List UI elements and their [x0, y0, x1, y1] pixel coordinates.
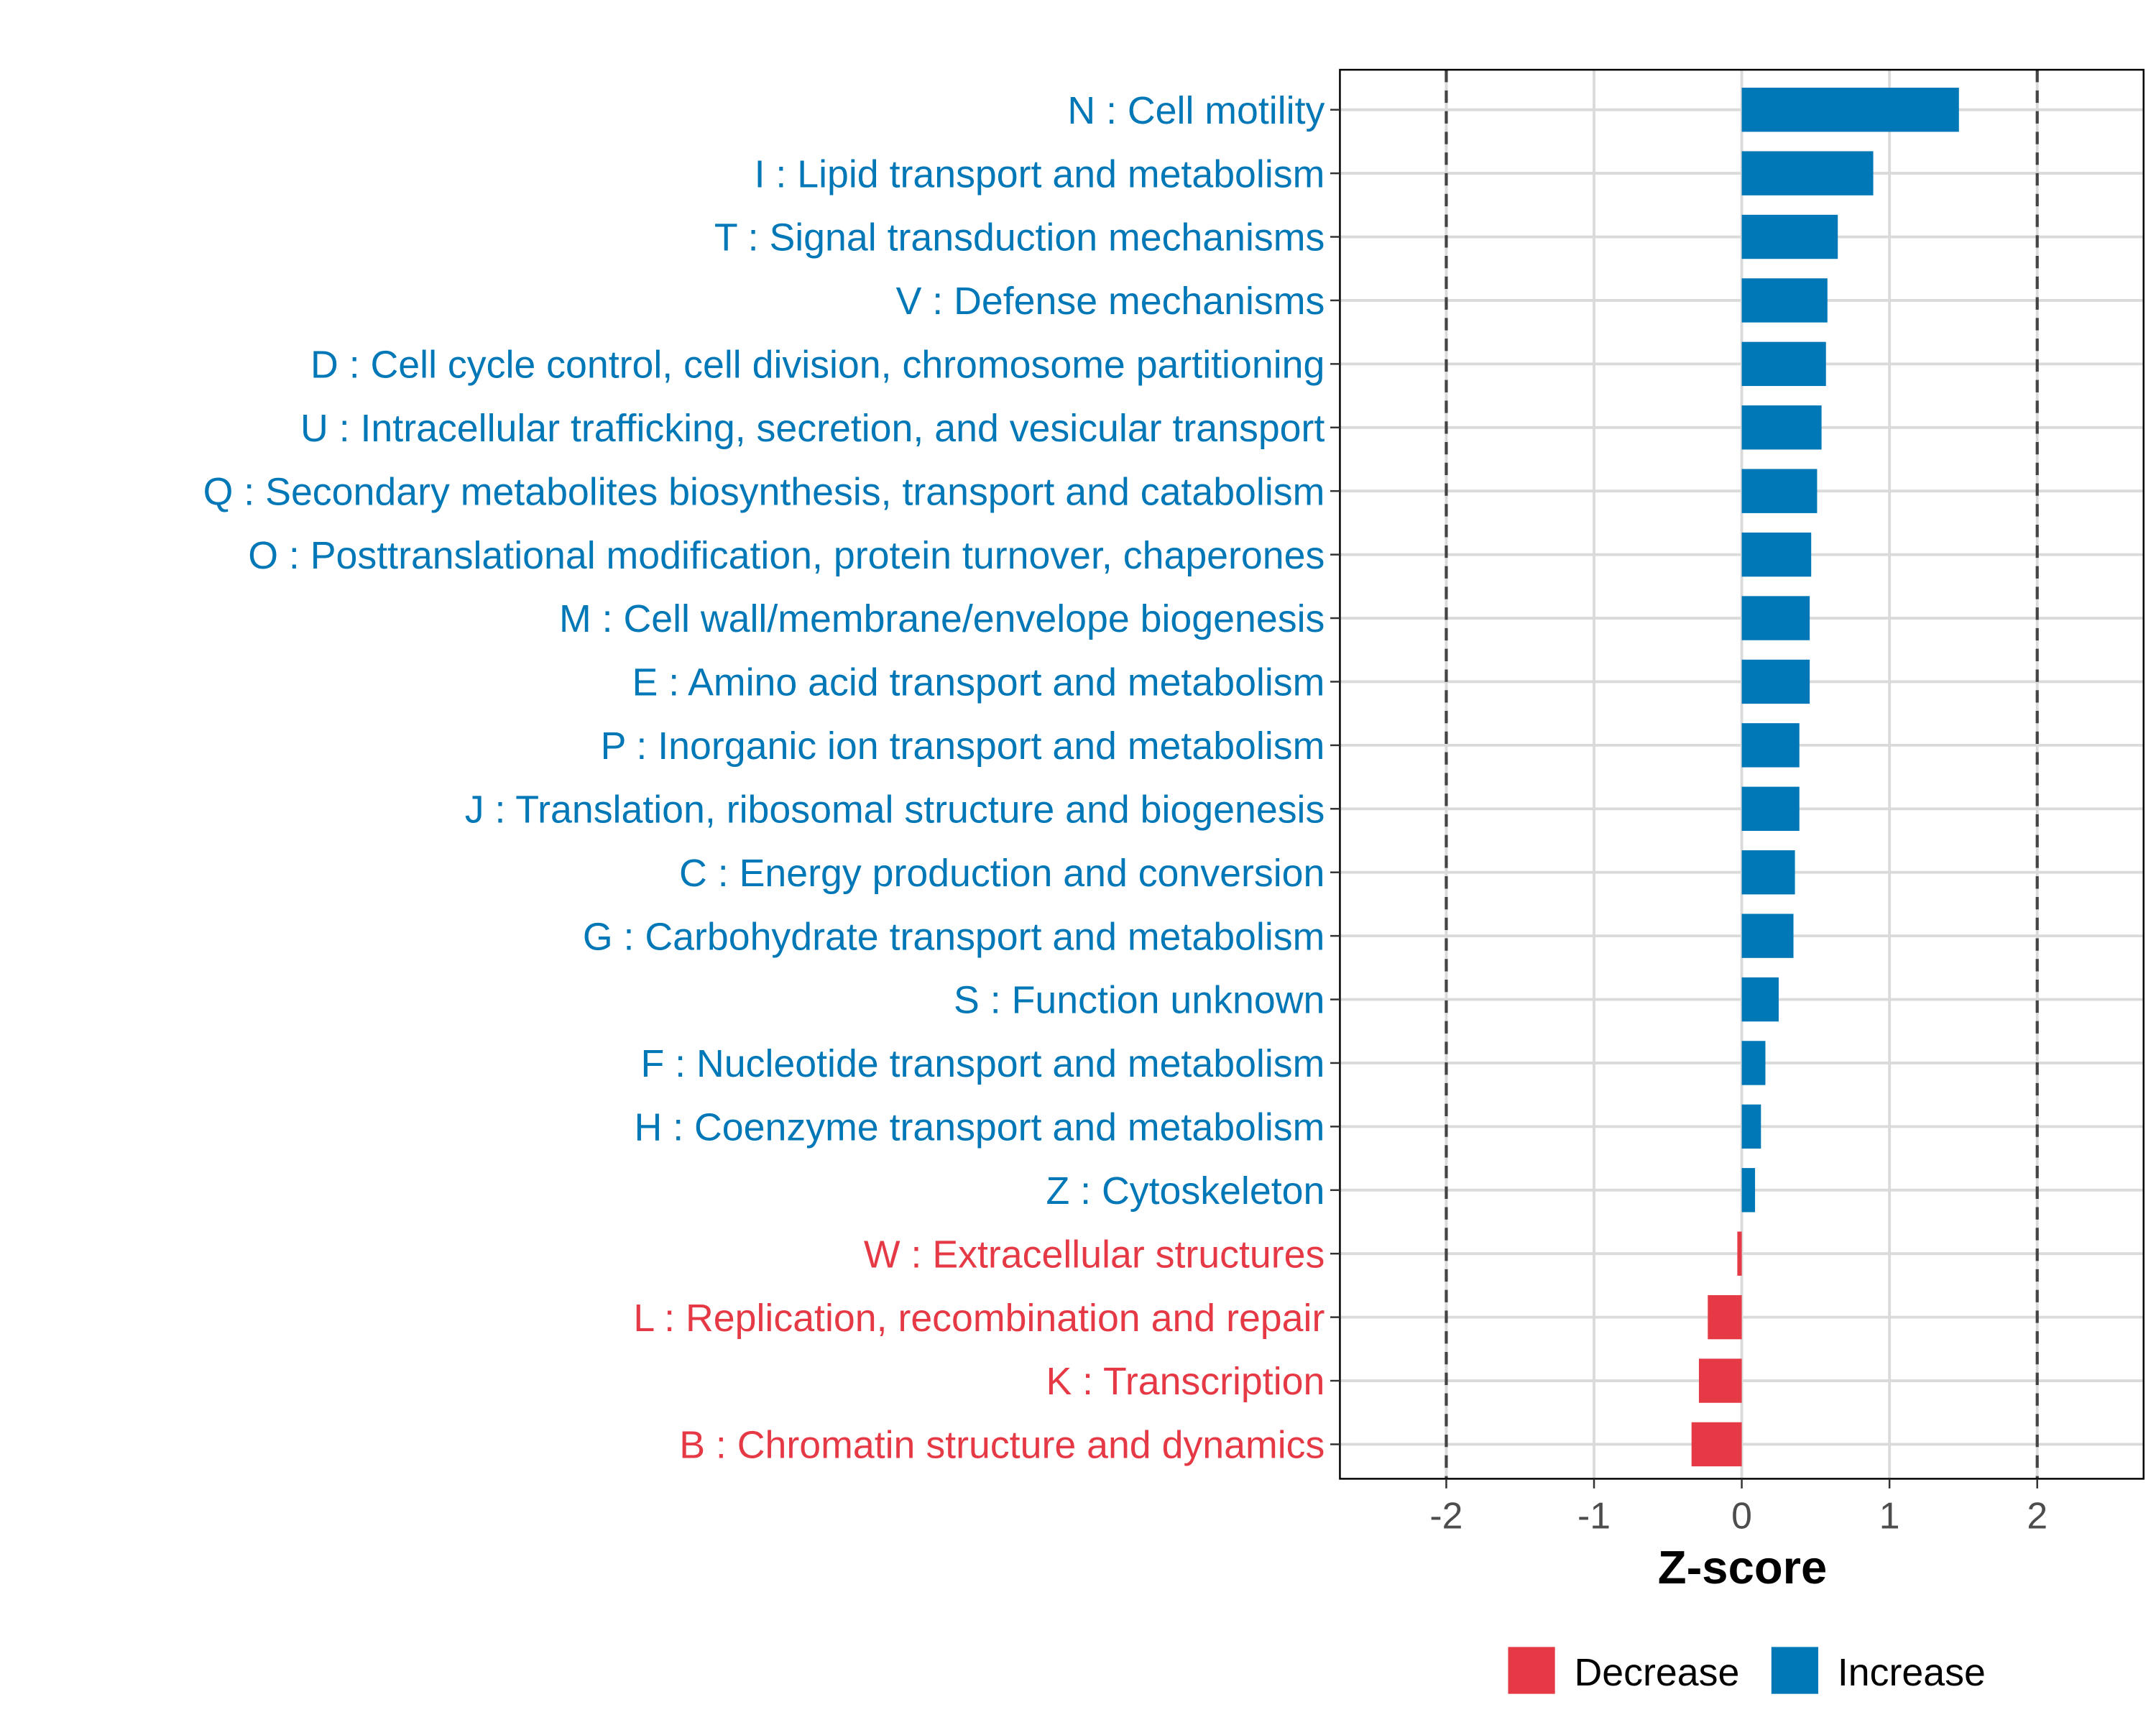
- y-tick-label: L : Replication, recombination and repai…: [633, 1297, 1325, 1340]
- legend-label-decrease: Decrease: [1575, 1651, 1740, 1694]
- bar: [1741, 1168, 1756, 1213]
- y-tick-label: D : Cell cycle control, cell division, c…: [310, 344, 1325, 387]
- y-tick-label: Q : Secondary metabolites biosynthesis, …: [203, 470, 1325, 513]
- y-tick-label: Z : Cytoskeleton: [1046, 1169, 1325, 1213]
- x-ticks: -2 -1 0 1 2: [1429, 1478, 2047, 1536]
- bar: [1741, 914, 1794, 958]
- y-tick-label: N : Cell motility: [1067, 89, 1325, 132]
- y-tick-label: U : Intracellular trafficking, secretion…: [300, 407, 1325, 450]
- y-tick-label: V : Defense mechanisms: [896, 280, 1325, 323]
- bar: [1741, 850, 1795, 895]
- y-tick-label: O : Posttranslational modification, prot…: [248, 534, 1325, 577]
- bar: [1691, 1422, 1742, 1467]
- y-tick-label: J : Translation, ribosomal structure and…: [465, 788, 1325, 831]
- y-tick-label: C : Energy production and conversion: [679, 852, 1325, 895]
- bar: [1741, 723, 1800, 768]
- x-tick-label: -1: [1577, 1494, 1611, 1536]
- y-tick-label: P : Inorganic ion transport and metaboli…: [601, 724, 1325, 768]
- bar: [1741, 1041, 1766, 1085]
- x-axis-title: Z-score: [1658, 1541, 1828, 1593]
- y-tick-label: F : Nucleotide transport and metabolism: [640, 1042, 1325, 1085]
- legend-swatch-increase: [1771, 1647, 1819, 1694]
- reference-lines: [1445, 70, 2039, 1479]
- y-tick-label: K : Transcription: [1046, 1360, 1325, 1403]
- bar: [1741, 532, 1812, 577]
- y-tick-label: B : Chromatin structure and dynamics: [679, 1424, 1325, 1467]
- y-tick-label: I : Lipid transport and metabolism: [755, 152, 1325, 196]
- bar: [1741, 786, 1800, 831]
- y-tick-label: E : Amino acid transport and metabolism: [632, 661, 1325, 704]
- x-tick-label: 1: [1879, 1494, 1900, 1536]
- legend-label-increase: Increase: [1838, 1651, 1986, 1694]
- y-tick-label: W : Extracellular structures: [864, 1233, 1325, 1276]
- x-tick-label: 2: [2027, 1494, 2047, 1536]
- bar: [1741, 278, 1828, 323]
- bar: [1741, 1104, 1761, 1149]
- bar: [1708, 1294, 1742, 1340]
- x-tick-label: 0: [1731, 1494, 1752, 1536]
- x-tick-label: -2: [1429, 1494, 1462, 1536]
- bar: [1741, 151, 1874, 196]
- bar: [1737, 1231, 1742, 1276]
- y-tick-label: M : Cell wall/membrane/envelope biogenes…: [559, 597, 1325, 640]
- bar: [1741, 977, 1779, 1022]
- legend: Decrease Increase: [1508, 1647, 1986, 1694]
- bar: [1741, 469, 1818, 513]
- y-tick-label: G : Carbohydrate transport and metabolis…: [583, 915, 1325, 958]
- y-tick-label: T : Signal transduction mechanisms: [714, 216, 1325, 259]
- bar: [1741, 596, 1810, 640]
- bars: [1691, 87, 1959, 1467]
- y-tick-label: H : Coenzyme transport and metabolism: [635, 1106, 1325, 1149]
- bar: [1741, 659, 1810, 704]
- bar: [1741, 214, 1838, 259]
- legend-swatch-decrease: [1508, 1647, 1555, 1694]
- bar: [1741, 341, 1826, 387]
- y-tick-label: S : Function unknown: [954, 979, 1325, 1022]
- y-tick-labels: N : Cell motility I : Lipid transport and…: [203, 89, 1340, 1467]
- bar: [1741, 87, 1959, 132]
- bar: [1741, 405, 1822, 450]
- bar: [1698, 1358, 1742, 1403]
